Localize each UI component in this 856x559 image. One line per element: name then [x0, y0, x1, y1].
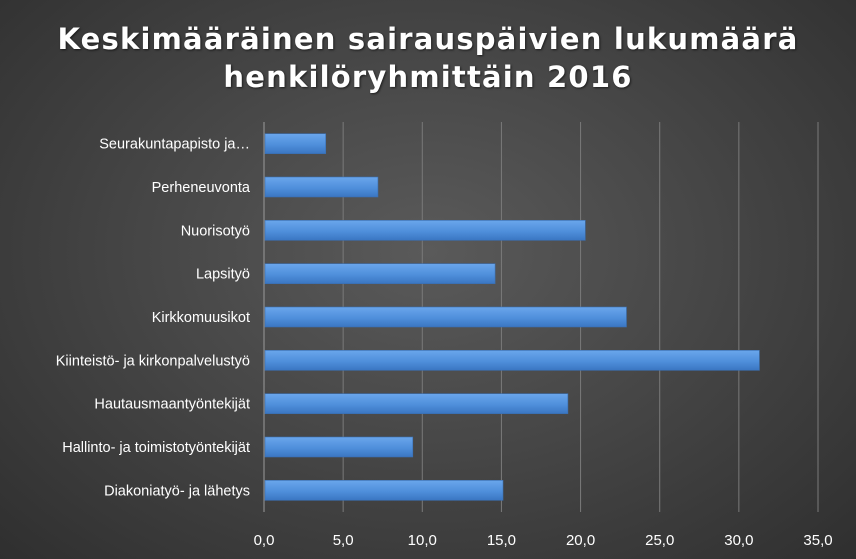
- x-tick-label: 20,0: [566, 532, 595, 549]
- bar: [264, 133, 327, 154]
- bar: [264, 393, 569, 414]
- x-tick-label: 15,0: [487, 532, 516, 549]
- bar: [264, 436, 414, 458]
- bar: [264, 263, 496, 284]
- category-label: Perheneuvonta: [152, 180, 251, 196]
- x-tick-label: 25,0: [645, 532, 674, 549]
- category-label: Seurakuntapapisto ja…: [99, 137, 250, 153]
- x-tick-label: 5,0: [333, 532, 354, 549]
- bar: [264, 306, 627, 328]
- chart-title-line-2: henkilöryhmittäin 2016: [223, 60, 633, 94]
- category-label: Kirkkomuusikot: [152, 310, 250, 326]
- x-tick-label: 35,0: [803, 532, 832, 549]
- x-tick-label: 30,0: [724, 532, 753, 549]
- x-tick-label: 10,0: [408, 532, 437, 549]
- bar: [264, 220, 586, 241]
- category-label: Lapsityö: [196, 267, 250, 283]
- category-label: Hallinto- ja toimistotyöntekijät: [62, 440, 250, 456]
- bar: [264, 176, 379, 198]
- category-label: Kiinteistö- ja kirkonpalvelustyö: [56, 353, 250, 369]
- bar: [264, 480, 504, 501]
- category-label: Hautausmaantyöntekijät: [94, 397, 250, 413]
- chart-title-line-1: Keskimääräinen sairauspäivien lukumäärä: [57, 22, 799, 56]
- bar: [264, 350, 760, 371]
- category-label: Nuorisotyö: [181, 223, 250, 239]
- x-tick-label: 0,0: [254, 532, 275, 549]
- category-label: Diakoniatyö- ja lähetys: [104, 483, 250, 499]
